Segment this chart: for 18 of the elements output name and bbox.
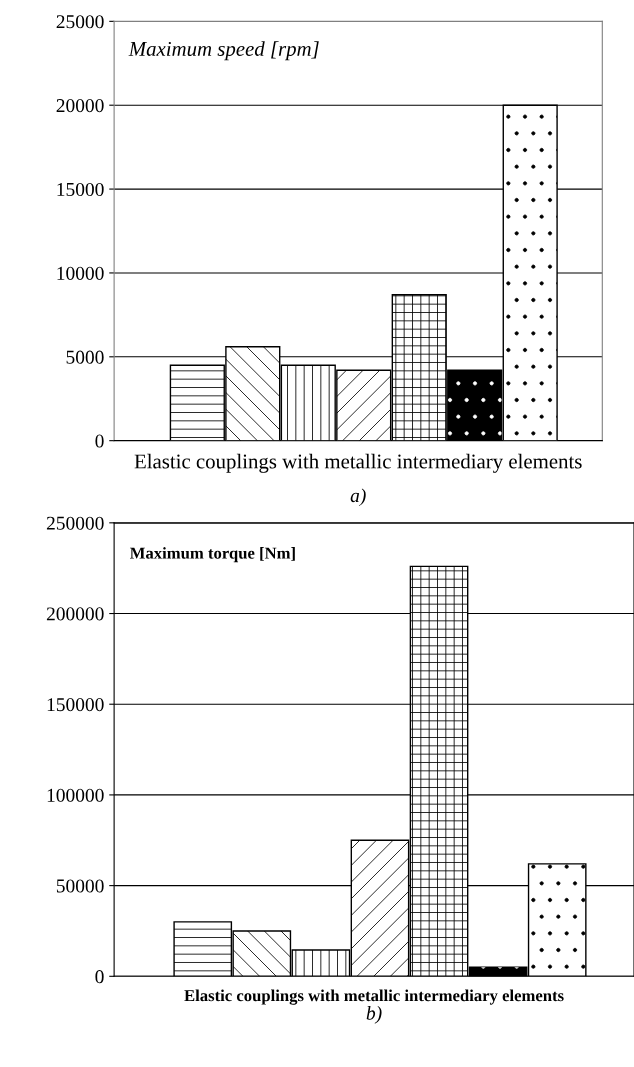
y-tick-label: 15000 <box>57 182 104 197</box>
y-tick-label: 20000 <box>56 99 104 113</box>
text: Maximum speed [rpm] <box>128 41 319 61</box>
y-tick-label: 5000 <box>66 350 104 364</box>
y-tick-label: 25000 <box>56 15 104 29</box>
y-tick-label: 0 <box>95 970 104 984</box>
y-tick-label: 0 <box>95 434 104 448</box>
text: a) <box>350 488 366 507</box>
y-tick-label: 100000 <box>47 788 104 802</box>
y-tick-label: 200000 <box>46 607 104 621</box>
y-tick-label: 10000 <box>57 266 104 280</box>
x-axis-title: Elastic couplings with metallic intermediary elements <box>134 453 582 473</box>
text: Maximum torque [Nm] <box>130 547 295 563</box>
y-tick-label: 250000 <box>46 516 104 530</box>
text: b) <box>366 1006 382 1024</box>
y-tick-label: 150000 <box>47 698 104 712</box>
x-axis-title: Elastic couplings with metallic intermediary elements <box>184 989 564 1005</box>
y-tick-label: 50000 <box>56 879 104 893</box>
